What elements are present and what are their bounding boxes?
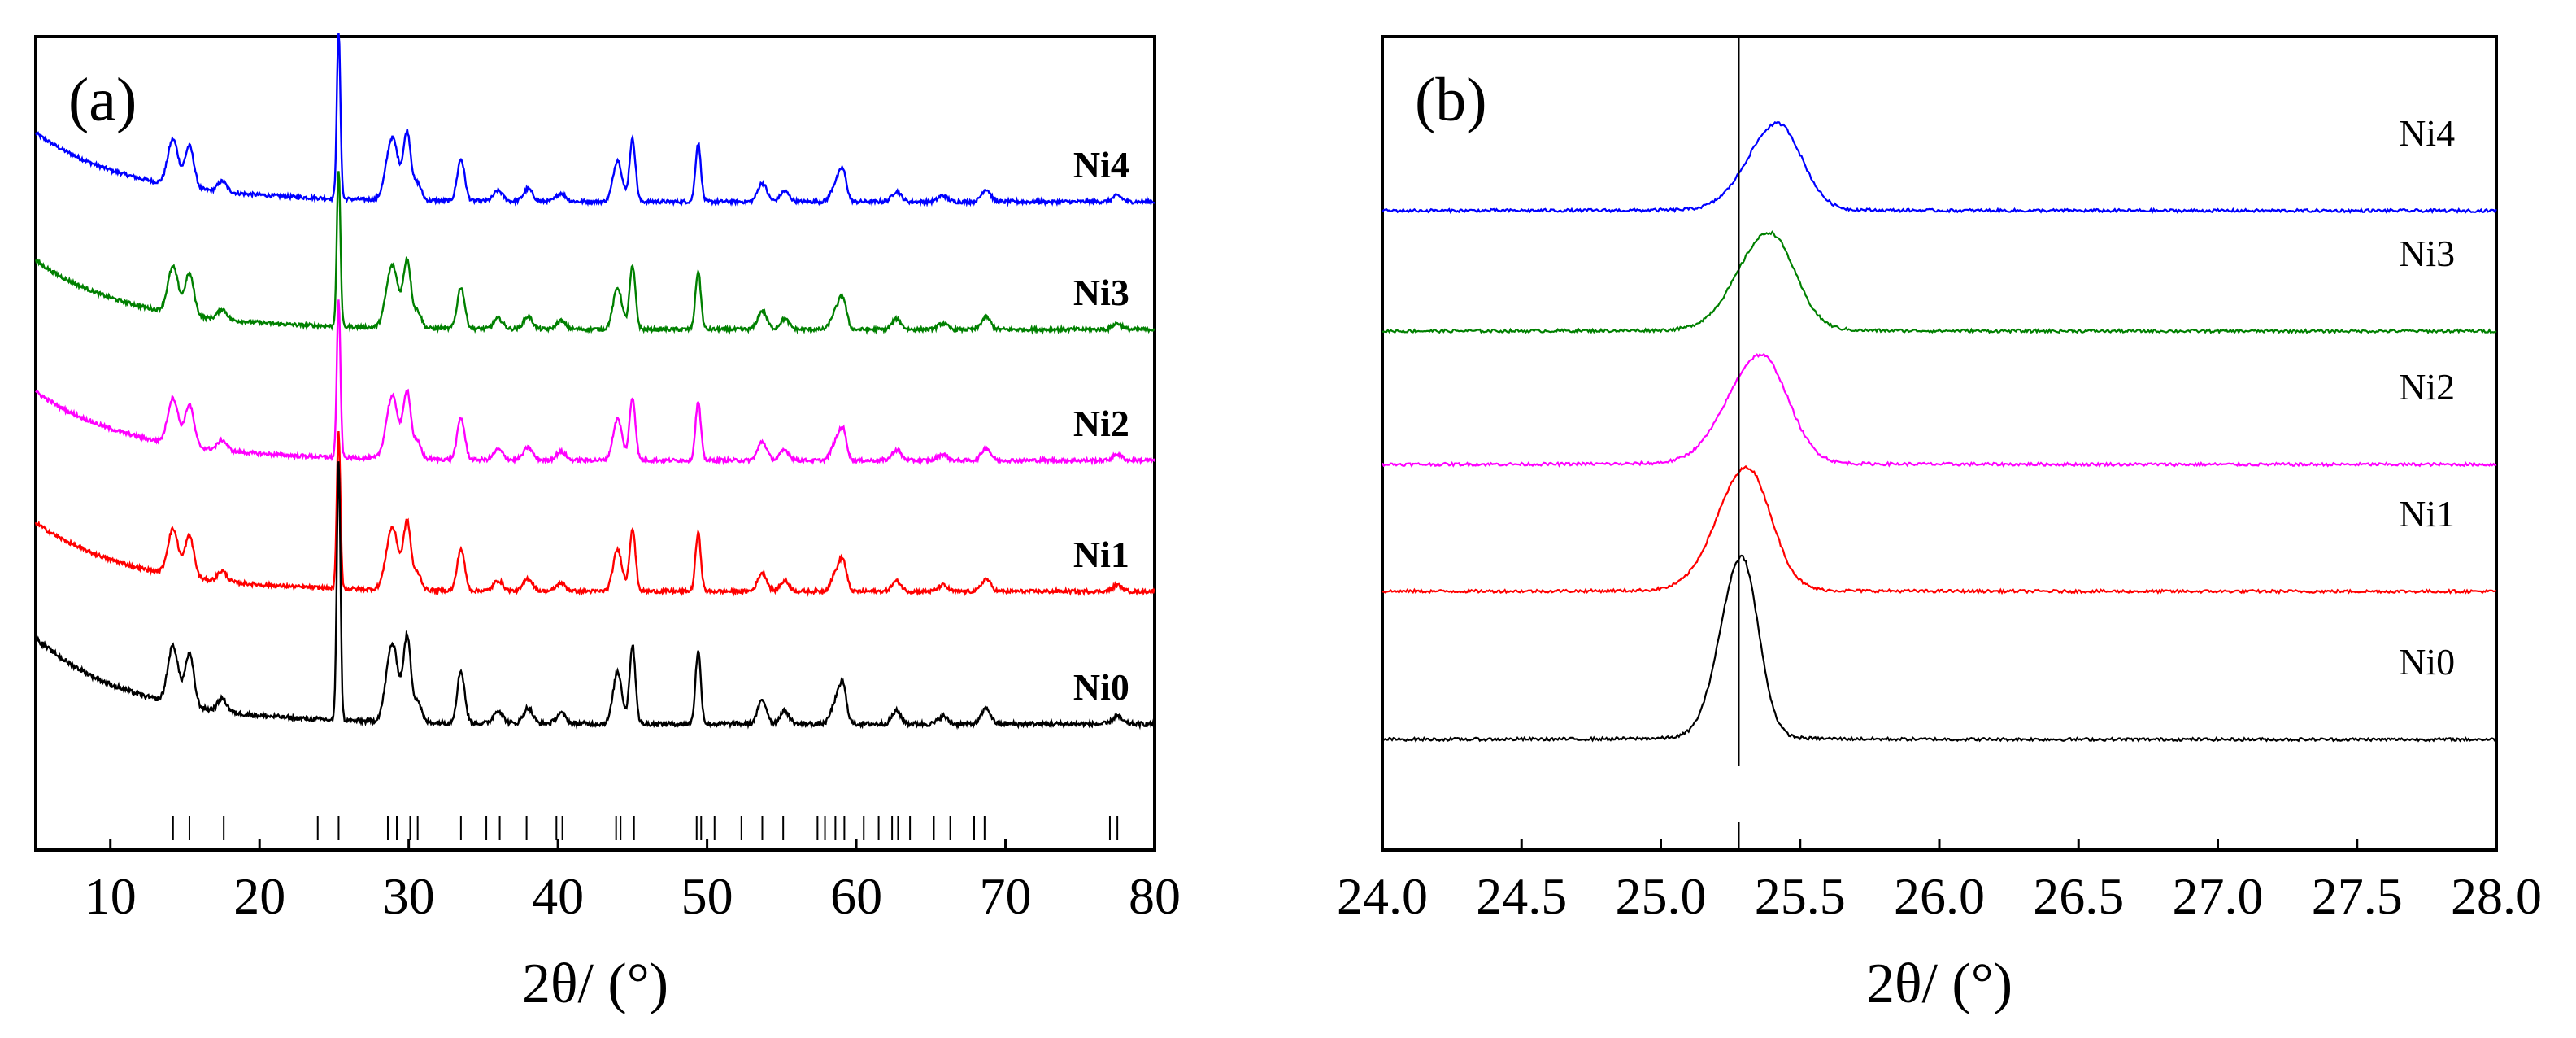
panel-b-series-label-ni4: Ni4 xyxy=(2399,112,2455,154)
panel-a-x-tick-label: 40 xyxy=(532,867,584,925)
panel-b-series-label-ni1: Ni1 xyxy=(2399,493,2455,534)
panel-a-x-tick-label: 60 xyxy=(830,867,882,925)
panel-a-series-label-ni4: Ni4 xyxy=(1073,144,1129,185)
panel-a-label: (a) xyxy=(68,66,137,134)
panel-a-series-label-ni0: Ni0 xyxy=(1073,666,1129,708)
panel-b-x-tick-label: 26.0 xyxy=(1894,867,1985,925)
panel-a-xrd-full-range: (a) Ni4 Ni3 Ni2 Ni1 Ni0 10 20 30 40 50 60 70 80 2θ/… xyxy=(34,33,1181,1015)
panel-a-series-ni1-line xyxy=(34,431,1156,597)
panel-a-x-tick-label: 70 xyxy=(980,867,1032,925)
panel-a-series-ni0-line xyxy=(35,461,1156,731)
panel-b-xrd-zoom: (b) Ni4 Ni3 Ni2 Ni1 Ni0 24.0 24.5 25.0 25.5 26.0… xyxy=(1337,35,2542,1015)
panel-a-x-tick-label: 30 xyxy=(383,867,435,925)
panel-b-x-tick-label: 24.0 xyxy=(1337,867,1428,925)
panel-b-series-label-ni0: Ni0 xyxy=(2399,641,2455,683)
panel-b-x-ticks: 24.0 24.5 25.0 25.5 26.0 26.5 27.0 27.5 28.0 xyxy=(1337,839,2542,925)
panel-a-series-ni4-line xyxy=(34,33,1155,207)
panel-a-x-ticks: 10 20 30 40 50 60 70 80 xyxy=(85,839,1181,925)
panel-b-series-label-ni2: Ni2 xyxy=(2399,366,2455,408)
panel-a-x-tick-label: 80 xyxy=(1129,867,1181,925)
panel-a-reference-lines xyxy=(172,816,1119,840)
panel-a-series-label-ni1: Ni1 xyxy=(1073,534,1129,575)
panel-a-x-tick-label: 20 xyxy=(233,867,285,925)
panel-b-x-axis-title: 2θ/ (°) xyxy=(1866,953,2012,1015)
panel-b-x-tick-label: 25.0 xyxy=(1616,867,1707,925)
panel-b-x-tick-label: 25.5 xyxy=(1755,867,1846,925)
panel-a-series-ni2-line xyxy=(35,299,1156,466)
panel-b-series-ni2-line xyxy=(1382,352,2497,468)
panel-b-x-tick-label: 24.5 xyxy=(1476,867,1567,925)
panel-b-frame xyxy=(1381,35,2498,852)
panel-b-series xyxy=(1382,120,2497,743)
panel-a-x-tick-label: 10 xyxy=(85,867,137,925)
panel-b-series-labels: Ni4 Ni3 Ni2 Ni1 Ni0 xyxy=(2399,112,2455,683)
panel-b-series-label-ni3: Ni3 xyxy=(2399,233,2455,274)
panel-a-frame xyxy=(34,35,1156,852)
panel-b-label: (b) xyxy=(1415,66,1487,134)
panel-a-x-axis-title: 2θ/ (°) xyxy=(522,953,668,1015)
panel-a-x-tick-label: 50 xyxy=(681,867,733,925)
panel-b-x-tick-label: 28.0 xyxy=(2451,867,2542,925)
panel-b-x-tick-label: 27.0 xyxy=(2173,867,2264,925)
panel-b-series-ni4-line xyxy=(1382,120,2497,215)
panel-a-series-labels: Ni4 Ni3 Ni2 Ni1 Ni0 xyxy=(1073,144,1129,708)
panel-a-series xyxy=(34,33,1156,731)
panel-b-series-ni3-line xyxy=(1382,230,2497,334)
panel-b-x-tick-label: 26.5 xyxy=(2033,867,2124,925)
panel-a-series-label-ni3: Ni3 xyxy=(1073,272,1129,313)
panel-b-series-ni0-line xyxy=(1382,554,2497,743)
panel-b-x-tick-label: 27.5 xyxy=(2312,867,2403,925)
panel-a-series-ni3-line xyxy=(34,171,1155,335)
panel-a-series-label-ni2: Ni2 xyxy=(1073,403,1129,444)
panel-b-series-ni1-line xyxy=(1382,464,2497,595)
